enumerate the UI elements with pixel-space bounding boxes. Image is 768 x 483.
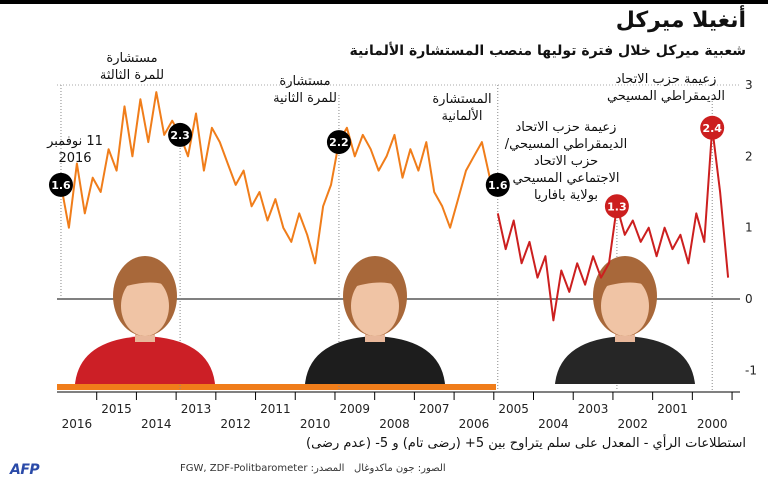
x-tick-label-2005: 2005 bbox=[498, 402, 529, 416]
portrait-2000-fringe bbox=[597, 271, 653, 289]
value-bubble-label-5: 2.4 bbox=[702, 122, 722, 135]
value-bubble-label-1: 2.3 bbox=[170, 129, 190, 142]
value-bubble-0 bbox=[48, 172, 73, 197]
x-tick-label-2008: 2008 bbox=[379, 417, 410, 431]
annotation-0: 11 نوفمبر 2016 bbox=[46, 134, 103, 166]
x-tick-label-2010: 2010 bbox=[300, 417, 331, 431]
credits: الصور: جون ماكدوغال المصدر: FGW, ZDF-Pol… bbox=[180, 463, 446, 474]
portrait-2009 bbox=[305, 256, 445, 384]
value-bubble-4 bbox=[604, 194, 629, 219]
x-tick-label-2000: 2000 bbox=[697, 417, 728, 431]
annotation-5: زعيمة حزب الاتحاد الديمقراطي المسيحي bbox=[607, 72, 725, 104]
value-bubble-3 bbox=[485, 172, 510, 197]
value-bubble-label-3: 1.6 bbox=[488, 179, 508, 192]
annotation-4-line-4: بولاية بافاريا bbox=[534, 188, 598, 203]
annotation-4-line-3: الاجتماعي المسيحي bbox=[512, 171, 619, 186]
portrait-2016-face bbox=[121, 276, 169, 336]
value-bubble-label-4: 1.3 bbox=[607, 200, 627, 213]
x-tick-label-2013: 2013 bbox=[181, 402, 212, 416]
annotation-2-line-0: مستشارة bbox=[279, 74, 330, 89]
value-bubble-2 bbox=[326, 130, 351, 155]
scale-note: استطلاعات الرأي - المعدل على سلم يتراوح … bbox=[306, 436, 746, 451]
x-tick-label-2012: 2012 bbox=[220, 417, 251, 431]
value-bubble-5 bbox=[700, 115, 725, 140]
top-rule bbox=[0, 0, 768, 4]
annotation-4-line-0: زعيمة حزب الاتحاد bbox=[516, 120, 617, 135]
afp-logo: AFP bbox=[10, 462, 40, 478]
popularity-chart: 3 2 1 0 -1 2016 2015 2014 2013 2012 2011 2010 2009 2… bbox=[46, 51, 757, 431]
x-tick-label-2014: 2014 bbox=[141, 417, 172, 431]
x-tick-label-2007: 2007 bbox=[419, 402, 450, 416]
x-tick-label-2011: 2011 bbox=[260, 402, 291, 416]
chancellor-period-bar bbox=[57, 384, 496, 390]
annotation-4-line-2: حزب الاتحاد bbox=[534, 154, 598, 169]
series-line-0 bbox=[60, 91, 499, 265]
annotation-1-line-0: مستشارة bbox=[106, 51, 157, 66]
x-tick-label-2002: 2002 bbox=[618, 417, 649, 431]
y-tick-label-4: -1 bbox=[745, 363, 757, 377]
series-line-1 bbox=[496, 126, 730, 322]
x-tick-label-2016: 2016 bbox=[62, 417, 93, 431]
x-tick-label-2001: 2001 bbox=[657, 402, 688, 416]
x-tick-label-2015: 2015 bbox=[101, 402, 132, 416]
x-tick-label-2004: 2004 bbox=[538, 417, 569, 431]
portrait-2016-fringe bbox=[117, 271, 173, 289]
source-credit: المصدر: FGW, ZDF-Politbarometer bbox=[180, 463, 345, 474]
y-tick-label-3: 0 bbox=[745, 292, 753, 306]
annotation-4: زعيمة حزب الاتحاد الديمقراطي المسيحي/حزب … bbox=[505, 120, 627, 203]
annotation-3-line-0: المستشارة bbox=[432, 92, 491, 107]
x-tick-label-2003: 2003 bbox=[578, 402, 609, 416]
annotation-1-line-1: للمرة الثالثة bbox=[100, 68, 164, 83]
page-subtitle: شعبية ميركل خلال فترة توليها منصب المستش… bbox=[349, 43, 746, 59]
annotation-5-line-1: الديمقراطي المسيحي bbox=[607, 89, 725, 104]
portrait-2000-jacket bbox=[555, 336, 695, 384]
portrait-2000 bbox=[555, 256, 695, 384]
y-tick-label-1: 2 bbox=[745, 149, 753, 163]
annotation-1: مستشارة للمرة الثالثة bbox=[100, 51, 164, 83]
portrait-2016-jacket bbox=[75, 336, 215, 384]
annotation-4-line-1: الديمقراطي المسيحي/ bbox=[505, 137, 627, 152]
portrait-2009-fringe bbox=[347, 271, 403, 289]
portrait-2009-face bbox=[351, 276, 399, 336]
y-tick-label-2: 1 bbox=[745, 221, 753, 235]
annotation-3-line-1: الألمانية bbox=[442, 107, 483, 124]
value-bubble-label-2: 2.2 bbox=[329, 136, 349, 149]
portrait-2016 bbox=[75, 256, 215, 384]
y-tick-label-0: 3 bbox=[745, 78, 753, 92]
annotation-0-line-1: 2016 bbox=[58, 151, 91, 166]
annotation-2-line-1: للمرة الثانية bbox=[273, 91, 337, 106]
annotation-2: مستشارة للمرة الثانية bbox=[273, 74, 337, 106]
portrait-2000-face bbox=[601, 276, 649, 336]
annotation-5-line-0: زعيمة حزب الاتحاد bbox=[616, 72, 717, 87]
annotation-3: المستشارة الألمانية bbox=[432, 92, 491, 124]
annotation-0-line-0: 11 نوفمبر bbox=[46, 134, 103, 149]
x-tick-label-2009: 2009 bbox=[340, 402, 371, 416]
value-bubble-1 bbox=[168, 122, 193, 147]
page-title: أنغيلا ميركل bbox=[615, 8, 746, 33]
portrait-2009-jacket bbox=[305, 336, 445, 384]
x-tick-label-2006: 2006 bbox=[459, 417, 490, 431]
value-bubble-label-0: 1.6 bbox=[51, 179, 71, 192]
photo-credit: الصور: جون ماكدوغال bbox=[353, 463, 446, 474]
